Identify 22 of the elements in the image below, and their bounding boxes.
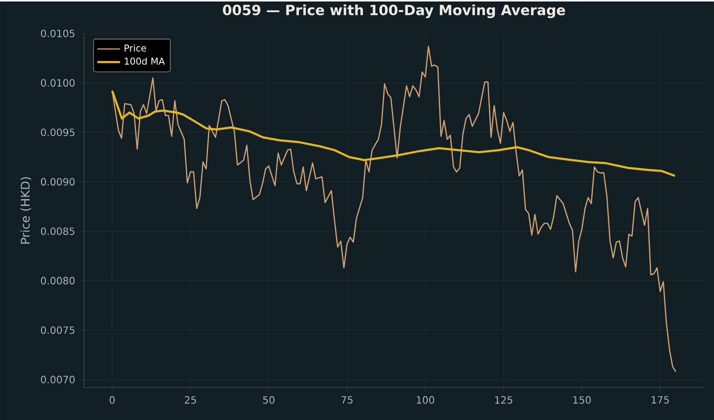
line-series [112, 45, 676, 372]
y-tick-label: 0.0105 [40, 29, 74, 38]
legend-label: Price [124, 44, 146, 52]
x-tick-label: 175 [652, 396, 669, 404]
x-tick-label: 25 [184, 396, 196, 404]
x-tick-label: 50 [263, 396, 274, 404]
line-series [111, 90, 676, 177]
y-tick-label: 0.0090 [40, 178, 75, 186]
x-tick-label: 100 [416, 396, 434, 404]
x-tick-label: 125 [495, 396, 512, 404]
x-tick-label: 75 [341, 396, 353, 404]
y-axis-title: Price (HKD) [20, 176, 32, 244]
legend-label: 100d MA [124, 57, 165, 64]
y-tick-label: 0.0095 [40, 128, 74, 136]
y-tick-label: 0.0080 [40, 276, 75, 284]
x-tick-label: 150 [573, 396, 591, 404]
y-tick-label: 0.0070 [40, 376, 75, 384]
y-tick-label: 0.0100 [40, 78, 75, 86]
x-tick-label: 0 [110, 396, 115, 404]
y-tick-label: 0.0085 [40, 227, 74, 235]
chart-title: 0059 — Price with 100-Day Moving Average [222, 4, 566, 18]
y-tick-label: 0.0075 [40, 326, 74, 334]
